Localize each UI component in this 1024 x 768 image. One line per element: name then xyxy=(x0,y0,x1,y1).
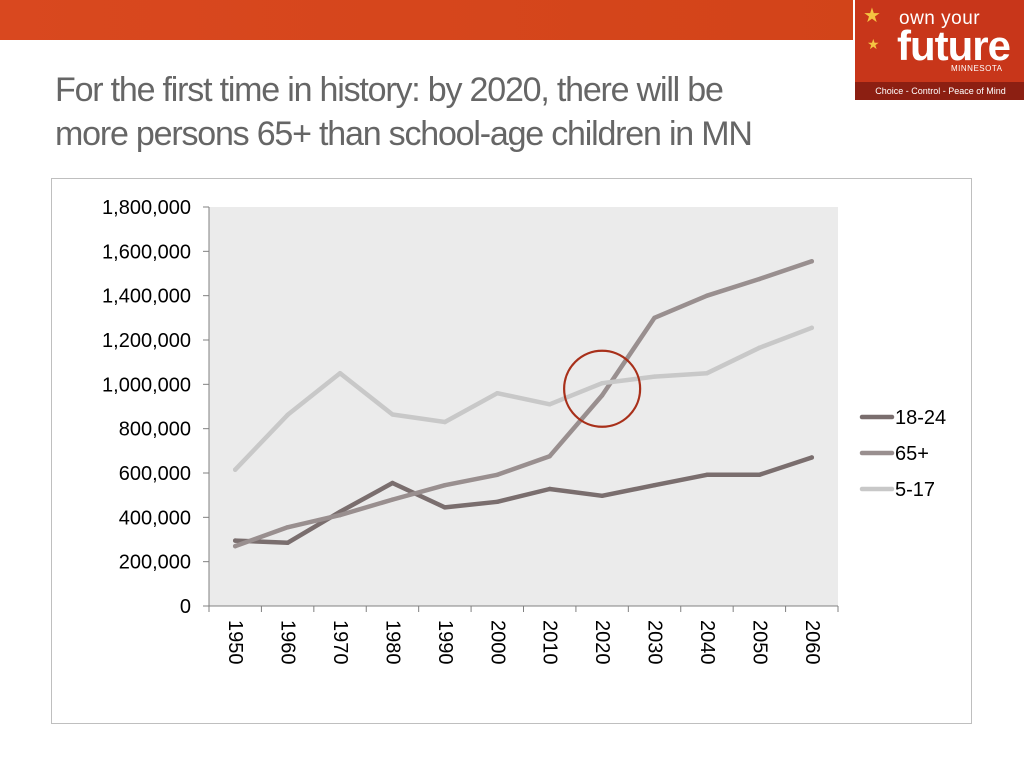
y-tick-label: 800,000 xyxy=(119,419,191,441)
data-point-65+ xyxy=(233,543,238,549)
data-point-18-24 xyxy=(652,482,657,488)
data-point-65+ xyxy=(704,293,710,298)
data-point-5-17 xyxy=(442,419,448,425)
title-line-1: For the first time in history: by 2020, … xyxy=(55,71,724,109)
y-tick-label: 1,800,000 xyxy=(102,197,191,219)
y-tick-label: 1,200,000 xyxy=(102,330,191,352)
data-point-65+ xyxy=(599,393,605,398)
title-line-2: more persons 65+ than school-age childre… xyxy=(55,115,753,153)
highlight-circle xyxy=(563,349,642,428)
data-point-65+ xyxy=(757,276,762,282)
legend-label: 65+ xyxy=(895,443,929,465)
x-tick-label: 2030 xyxy=(644,620,666,665)
logo-line1: own your xyxy=(899,8,981,29)
data-point-18-24 xyxy=(547,486,552,492)
x-tick-label: 1960 xyxy=(277,620,299,665)
x-tick-label: 2050 xyxy=(748,620,770,665)
data-point-5-17 xyxy=(547,402,552,407)
data-point-65+ xyxy=(495,472,500,477)
plot-area xyxy=(209,207,838,606)
data-point-65+ xyxy=(285,525,290,530)
logo-line3: MINNESOTA xyxy=(951,64,1003,73)
data-point-5-17 xyxy=(233,467,238,472)
data-point-5-17 xyxy=(599,381,605,386)
x-tick-label: 2020 xyxy=(591,620,613,665)
x-tick-label: 2000 xyxy=(486,620,508,665)
data-point-5-17 xyxy=(652,374,657,379)
legend-label: 18-24 xyxy=(895,407,946,429)
line-chart: 0 200,000 400,000 600,000 800,000 1,000,000 1,… xyxy=(102,197,946,665)
data-point-65+ xyxy=(390,497,395,502)
y-tick-label: 1,400,000 xyxy=(102,286,191,308)
star-icon: ★ xyxy=(863,5,881,27)
data-point-5-17 xyxy=(390,412,395,417)
data-point-5-17 xyxy=(757,345,762,350)
data-point-65+ xyxy=(337,512,343,518)
data-point-18-24 xyxy=(390,480,395,486)
data-point-18-24 xyxy=(704,472,710,477)
y-tick-label: 600,000 xyxy=(119,463,191,485)
x-tick-label: 1980 xyxy=(381,620,403,665)
data-point-18-24 xyxy=(809,455,814,460)
data-point-65+ xyxy=(547,453,552,459)
y-tick-label: 0 xyxy=(180,596,191,618)
star-icon: ★ xyxy=(867,36,880,52)
legend-label: 5-17 xyxy=(895,479,935,501)
y-tick-label: 400,000 xyxy=(119,507,191,529)
data-point-5-17 xyxy=(495,391,500,396)
data-point-65+ xyxy=(809,259,814,264)
series-line-5-17 xyxy=(232,325,815,472)
data-point-5-17 xyxy=(809,325,814,331)
logo-tagline: Choice - Control - Peace of Mind xyxy=(855,82,1024,100)
y-tick-label: 1,600,000 xyxy=(102,241,191,263)
y-tick-label: 1,000,000 xyxy=(102,374,191,396)
x-tick-label: 2060 xyxy=(801,620,823,665)
data-point-18-24 xyxy=(285,540,290,546)
x-tick-label: 1970 xyxy=(329,620,351,665)
data-point-18-24 xyxy=(233,538,238,543)
y-tick-label: 200,000 xyxy=(119,552,191,574)
data-point-5-17 xyxy=(337,371,343,376)
data-point-18-24 xyxy=(599,493,605,499)
data-point-18-24 xyxy=(495,499,500,505)
data-point-5-17 xyxy=(285,412,290,418)
logo-line2: future xyxy=(897,22,1011,69)
x-tick-label: 2010 xyxy=(539,620,561,665)
chart-frame: 0 200,000 400,000 600,000 800,000 1,000,000 1,… xyxy=(51,178,972,724)
data-point-65+ xyxy=(442,482,448,488)
data-point-5-17 xyxy=(704,371,710,376)
series-line-65+ xyxy=(232,259,815,549)
data-point-18-24 xyxy=(757,472,762,477)
x-tick-label: 1950 xyxy=(224,620,246,665)
x-tick-label: 2040 xyxy=(696,620,718,665)
x-tick-label: 1990 xyxy=(434,620,456,665)
logo: ★ ★ own your future MINNESOTA Choice - C… xyxy=(853,0,1024,100)
data-point-65+ xyxy=(652,315,657,321)
data-point-18-24 xyxy=(442,505,448,510)
page-title: For the first time in history: by 2020, … xyxy=(55,68,855,156)
